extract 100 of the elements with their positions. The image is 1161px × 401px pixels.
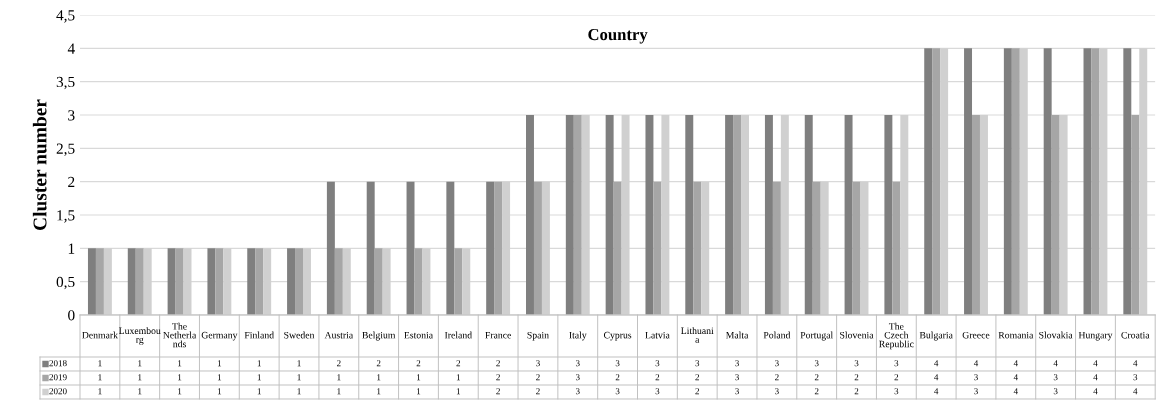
bar [1131,115,1140,315]
y-tick-label: 1 [68,243,75,254]
data-label: 1 [98,388,102,395]
data-label: 3 [655,388,660,395]
bar [87,248,96,315]
data-label: 1 [138,374,142,381]
data-label: 1 [217,374,222,381]
bar [95,248,104,315]
data-label: 4 [1133,388,1138,395]
data-label: 3 [615,388,620,395]
bar [135,248,144,315]
data-label: 1 [337,374,341,381]
data-label: 1 [456,374,461,381]
x-tick-label: Estonia [404,331,433,339]
data-label: 3 [695,360,700,367]
data-label: 4 [934,374,939,381]
y-tick-label: 1,5 [57,210,75,223]
x-tick-label: Germany [201,331,238,341]
data-label: 2 [536,388,540,395]
y-tick-label: 4 [67,43,75,54]
x-tick-label: Poland [763,331,791,339]
data-label: 2 [854,388,859,395]
bar [1043,48,1052,315]
data-label: 2 [376,360,381,367]
data-label: 2 [536,374,540,381]
bar [725,115,734,315]
x-tick-label: Luxembourg [118,327,161,345]
data-label: 3 [814,360,819,367]
data-label: 2 [695,374,699,381]
data-label: 3 [1053,388,1058,395]
bar [526,115,534,315]
legend-label: 2020 [49,388,67,395]
x-tick-label: Belgium [362,331,396,341]
bar [1011,48,1020,315]
bar [892,181,901,315]
bar [844,115,853,315]
bar [446,181,455,315]
data-label: 4 [1093,388,1098,395]
data-label: 2 [854,374,859,381]
bar [287,248,296,315]
data-label: 2 [456,360,461,367]
y-tick-label: 2 [68,176,75,187]
data-label: 3 [575,360,580,367]
data-label: 3 [894,388,899,395]
bar [295,248,303,315]
data-label: 3 [775,360,779,367]
bar [565,115,574,315]
y-tick-label: 4,5 [56,10,75,23]
x-tick-label: Slovenia [840,331,874,339]
x-tick-label: Romania [998,331,1034,339]
data-label: 2 [814,374,819,381]
data-label: 3 [735,360,739,367]
data-label: 3 [1133,374,1138,381]
bar [972,115,980,315]
data-label: 3 [536,360,540,367]
data-label: 1 [257,374,261,381]
data-label: 2 [615,374,620,381]
bar [533,181,542,315]
legend-label: 2019 [49,374,67,381]
x-tick-label: Greece [962,331,990,339]
x-tick-label: The Czech Republic [879,322,914,350]
x-tick-label: Slovakia [1039,331,1073,339]
bar [366,181,375,315]
bar [804,115,813,315]
data-label: 1 [178,388,182,395]
data-label: 1 [417,388,421,395]
data-label: 1 [257,360,261,367]
bar [207,248,216,315]
bar [653,181,662,315]
data-label: 1 [98,360,102,367]
data-label: 1 [297,360,301,367]
y-tick-label: 0 [68,310,75,321]
x-tick-label: Latvia [645,331,670,339]
text: Country [588,28,648,44]
data-label: 1 [138,360,142,367]
data-label: 1 [138,388,142,395]
bar [247,248,256,315]
data-label: 1 [217,388,222,395]
data-label: 1 [217,360,222,367]
data-label: 2 [775,374,779,381]
data-label: 4 [973,360,979,367]
x-tick-label: Portugal [800,331,833,341]
bar [167,248,176,315]
data-label: 3 [615,360,620,367]
bar [605,115,614,315]
data-label: 3 [735,374,739,381]
data-label: 3 [974,374,978,381]
bar [884,115,893,315]
data-label: 2 [496,388,500,395]
x-tick-label: Italy [569,331,587,341]
bar [494,181,503,315]
x-tick-label: Hungary [1078,331,1113,341]
x-tick-label: Ireland [444,331,472,339]
data-label: 2 [894,374,899,381]
data-label: 3 [735,388,739,395]
bar [486,181,495,315]
bar [924,48,933,315]
x-tick-label: Croatia [1121,331,1150,339]
data-label: 1 [377,388,381,395]
data-label: 1 [377,374,381,381]
